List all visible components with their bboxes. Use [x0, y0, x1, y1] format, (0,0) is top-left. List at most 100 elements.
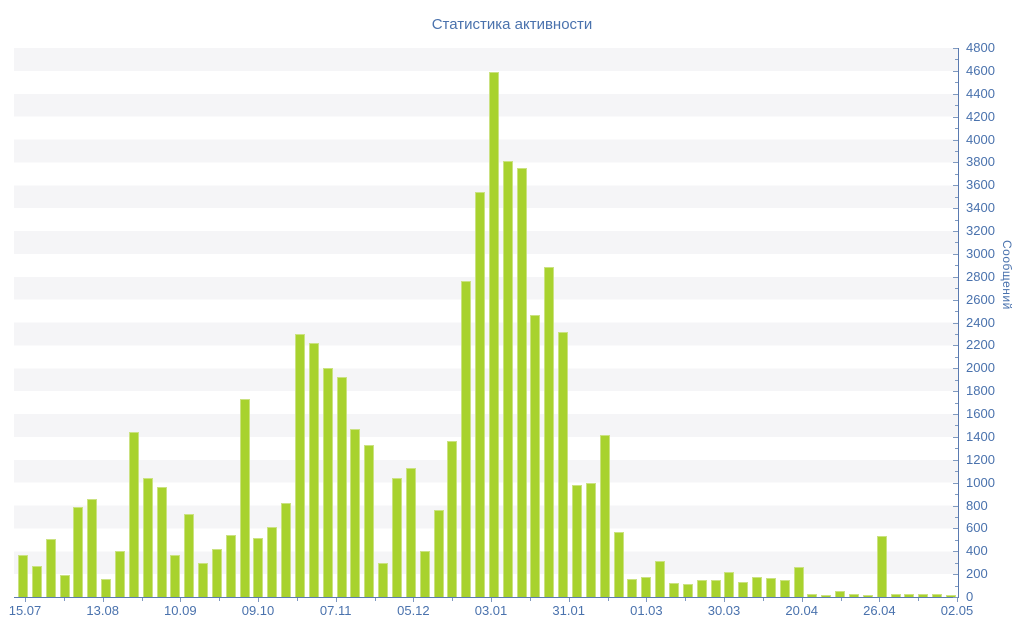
bar[interactable]	[668, 583, 679, 597]
y-axis-minor-tick	[955, 562, 958, 564]
bar[interactable]	[156, 486, 167, 597]
bar[interactable]	[696, 579, 707, 597]
y-axis-major-tick	[953, 231, 958, 232]
bar[interactable]	[627, 578, 638, 597]
x-axis-major-tick	[491, 598, 492, 602]
bar[interactable]	[322, 367, 333, 597]
bar[interactable]	[904, 594, 915, 597]
bar[interactable]	[613, 531, 624, 597]
y-axis-minor-tick	[955, 288, 958, 290]
bar[interactable]	[308, 342, 319, 597]
x-axis-tick-label: 01.03	[630, 603, 663, 618]
y-axis-minor-tick	[955, 494, 958, 496]
bar[interactable]	[391, 477, 402, 597]
bar[interactable]	[87, 498, 98, 597]
y-axis-minor-tick	[955, 173, 958, 175]
bar[interactable]	[890, 593, 901, 597]
y-axis-minor-tick	[955, 585, 958, 587]
y-axis-major-tick	[953, 139, 958, 141]
bar[interactable]	[170, 554, 181, 597]
bar[interactable]	[378, 562, 389, 597]
bar[interactable]	[724, 571, 735, 597]
x-axis-minor-tick	[374, 598, 376, 601]
bar[interactable]	[738, 581, 749, 597]
y-axis-tick-label: 1600	[966, 406, 995, 421]
bar[interactable]	[918, 594, 929, 597]
bar[interactable]	[405, 468, 416, 597]
y-axis-major-tick	[953, 322, 958, 324]
x-axis-minor-tick	[840, 598, 842, 601]
bar[interactable]	[876, 536, 887, 597]
x-axis-tick-label: 31.01	[552, 603, 585, 618]
y-axis-major-tick	[953, 459, 958, 461]
bar[interactable]	[945, 595, 956, 597]
y-axis-tick-label: 4200	[966, 108, 995, 124]
y-axis-major-tick	[953, 208, 958, 210]
bar[interactable]	[682, 584, 693, 597]
bar[interactable]	[461, 280, 472, 597]
bar[interactable]	[184, 513, 195, 597]
bar[interactable]	[585, 482, 596, 597]
bar[interactable]	[641, 577, 652, 597]
bar[interactable]	[488, 72, 499, 597]
bar[interactable]	[779, 579, 790, 597]
bar[interactable]	[862, 595, 873, 597]
y-axis-major-tick	[953, 185, 958, 187]
bar[interactable]	[114, 551, 125, 597]
y-axis-minor-tick	[955, 402, 958, 404]
bar[interactable]	[710, 580, 721, 597]
bar[interactable]	[253, 537, 264, 597]
bar[interactable]	[558, 331, 569, 597]
bar[interactable]	[142, 478, 153, 597]
bar[interactable]	[267, 527, 278, 597]
x-axis-tick-label: 05.12	[397, 603, 430, 618]
y-axis-major-tick	[953, 482, 958, 484]
bar[interactable]	[932, 594, 943, 597]
bar[interactable]	[59, 575, 70, 597]
bar[interactable]	[239, 399, 250, 597]
bar[interactable]	[336, 377, 347, 597]
y-axis-minor-tick	[955, 356, 958, 358]
bar[interactable]	[73, 506, 84, 597]
bar[interactable]	[475, 191, 486, 597]
bar[interactable]	[765, 578, 776, 597]
x-axis-minor-tick	[219, 598, 221, 601]
bar[interactable]	[281, 503, 292, 597]
bar[interactable]	[572, 484, 582, 597]
bar[interactable]	[18, 554, 28, 597]
bar[interactable]	[364, 444, 375, 597]
bar[interactable]	[530, 315, 541, 597]
bar[interactable]	[198, 562, 209, 597]
y-axis-minor-tick	[955, 265, 958, 267]
bar[interactable]	[502, 161, 513, 597]
bar[interactable]	[433, 509, 444, 597]
bar[interactable]	[835, 591, 846, 597]
bar[interactable]	[793, 567, 804, 597]
bar[interactable]	[211, 549, 222, 597]
plot-area	[14, 48, 959, 602]
bar[interactable]	[447, 441, 458, 597]
bar[interactable]	[45, 538, 56, 597]
y-axis-tick-label: 2600	[966, 291, 995, 307]
bar[interactable]	[101, 578, 112, 597]
bar[interactable]	[295, 333, 305, 597]
y-axis-tick-label: 3600	[966, 177, 995, 193]
x-axis-tick-label: 10.09	[164, 603, 197, 618]
bar[interactable]	[752, 577, 763, 597]
bar[interactable]	[821, 595, 832, 597]
bar[interactable]	[225, 535, 236, 597]
x-axis-major-tick	[180, 598, 182, 602]
bar[interactable]	[31, 566, 42, 597]
bar[interactable]	[599, 435, 610, 597]
x-axis-minor-tick	[296, 598, 298, 601]
bar[interactable]	[128, 432, 139, 597]
bar[interactable]	[350, 429, 361, 597]
bar[interactable]	[655, 561, 666, 597]
bar[interactable]	[516, 167, 527, 597]
y-axis-major-tick	[953, 299, 958, 301]
bar[interactable]	[807, 593, 818, 597]
bar[interactable]	[849, 593, 859, 597]
bar[interactable]	[544, 267, 555, 597]
bar[interactable]	[419, 551, 430, 597]
